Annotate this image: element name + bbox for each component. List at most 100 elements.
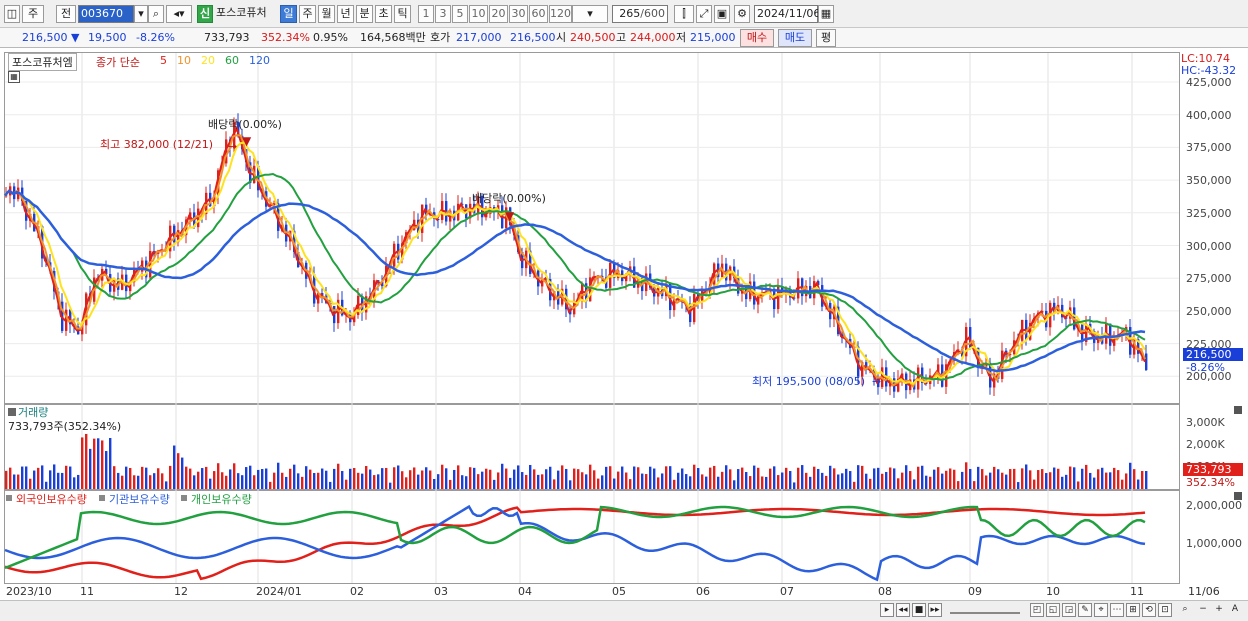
interval-dropdown[interactable]: ▾ xyxy=(572,5,608,23)
volume-bar xyxy=(605,466,608,489)
volume-bar xyxy=(913,479,916,489)
volume-bar xyxy=(305,466,308,489)
zoom-icon[interactable]: ⌕ xyxy=(1182,604,1188,614)
interval-button[interactable]: 20 xyxy=(489,5,508,23)
volume-bar xyxy=(81,437,84,489)
avg-button[interactable]: 평 xyxy=(816,29,836,47)
layout-icon[interactable]: ◰ xyxy=(1030,603,1044,617)
volume-bar xyxy=(1045,473,1048,489)
ma-legend-item[interactable]: 60 xyxy=(225,54,239,67)
buy-button[interactable]: 매수 xyxy=(740,29,774,47)
volume-bar xyxy=(461,475,464,489)
tool2-icon[interactable]: ⌖ xyxy=(1094,603,1108,617)
volume-bar xyxy=(785,467,788,489)
interval-button[interactable]: 60 xyxy=(529,5,548,23)
period-tab[interactable]: 년 xyxy=(337,5,354,23)
candle-body xyxy=(777,286,780,310)
volume-bar xyxy=(169,465,172,489)
stop-icon[interactable]: ■ xyxy=(912,603,926,617)
volume-bar xyxy=(945,470,948,489)
volume-bar xyxy=(1053,467,1056,489)
tool3-icon[interactable]: ⋯ xyxy=(1110,603,1124,617)
period-tab[interactable]: 주 xyxy=(299,5,316,23)
search-icon[interactable]: ⌕ xyxy=(148,5,164,23)
volume-bar xyxy=(521,472,524,489)
volume-bar xyxy=(285,476,288,489)
volume-bar xyxy=(541,474,544,489)
close-icon[interactable] xyxy=(1234,492,1242,500)
zoom-out-icon[interactable]: − xyxy=(1199,604,1207,614)
count-input[interactable]: 265/600 xyxy=(612,5,668,23)
gear-icon[interactable]: ⚙ xyxy=(734,5,750,23)
scroll-right-icon[interactable]: ▸ xyxy=(880,603,894,617)
volume-bar xyxy=(73,477,76,489)
volume-bar xyxy=(17,474,20,489)
period-tab[interactable]: 초 xyxy=(375,5,392,23)
volume-bar xyxy=(489,469,492,489)
panel-toggle-icon[interactable] xyxy=(8,408,16,416)
forward-icon[interactable]: ▸▸ xyxy=(928,603,942,617)
holding-legend-item[interactable]: 개인보유수량 xyxy=(191,493,252,506)
volume-bar xyxy=(1077,481,1080,489)
tool5-icon[interactable]: ⟲ xyxy=(1142,603,1156,617)
candle-icon[interactable]: ⫿ xyxy=(674,5,694,23)
ma-legend-item[interactable]: 120 xyxy=(249,54,270,67)
close-icon[interactable] xyxy=(1234,406,1242,414)
menu-icon[interactable]: ◫ xyxy=(4,5,20,23)
candle-body xyxy=(237,121,240,136)
volume-bar xyxy=(289,468,292,489)
volume-bar xyxy=(21,466,24,489)
interval-button[interactable]: 10 xyxy=(469,5,488,23)
volume-bar xyxy=(217,463,220,489)
period-tab[interactable]: 틱 xyxy=(394,5,411,23)
prefix-select[interactable]: 전 xyxy=(56,5,76,23)
candle-body xyxy=(381,281,384,287)
rewind-icon[interactable]: ◂◂ xyxy=(896,603,910,617)
type-select[interactable]: 주 xyxy=(22,5,44,23)
tool-icon[interactable]: ✎ xyxy=(1078,603,1092,617)
interval-button[interactable]: 30 xyxy=(509,5,528,23)
code-dropdown-icon[interactable]: ▾ xyxy=(134,5,148,23)
ma-legend-item[interactable]: 10 xyxy=(177,54,191,67)
sell-button[interactable]: 매도 xyxy=(778,29,812,47)
calendar-icon[interactable]: ▦ xyxy=(818,5,834,23)
zoom-slider[interactable] xyxy=(950,604,1020,614)
stock-code-input[interactable]: 003670 xyxy=(78,5,134,23)
interval-button[interactable]: 5 xyxy=(452,5,468,23)
save-icon[interactable]: ▣ xyxy=(714,5,730,23)
zoom-in-icon[interactable]: + xyxy=(1215,604,1223,614)
date-input[interactable]: 2024/11/06 xyxy=(754,5,820,23)
period-tab[interactable]: 일 xyxy=(280,5,297,23)
ma-legend-item[interactable]: 5 xyxy=(160,54,167,67)
bottom-scrollbar[interactable] xyxy=(0,600,1248,621)
interval-button[interactable]: 3 xyxy=(435,5,451,23)
period-tab[interactable]: 분 xyxy=(356,5,373,23)
volume-bar xyxy=(1113,467,1116,489)
volume-bar xyxy=(925,475,928,489)
volume-bar xyxy=(777,475,780,489)
speaker-icon[interactable]: ◂▾ xyxy=(166,5,192,23)
holding-legend-item[interactable]: 기관보유수량 xyxy=(109,493,170,506)
volume-bar xyxy=(385,467,388,489)
tool4-icon[interactable]: ⊞ xyxy=(1126,603,1140,617)
volume-bar xyxy=(133,475,136,489)
volume-bar xyxy=(65,465,68,489)
ma-legend-item[interactable]: 20 xyxy=(201,54,215,67)
layout2-icon[interactable]: ◱ xyxy=(1046,603,1060,617)
current-price-tag: 216,500 xyxy=(1183,348,1243,361)
volume-bar xyxy=(805,472,808,489)
layout3-icon[interactable]: ◲ xyxy=(1062,603,1076,617)
tool6-icon[interactable]: ⊡ xyxy=(1158,603,1172,617)
crosshair-icon[interactable]: ⤢ xyxy=(696,5,712,23)
volume-bar xyxy=(161,473,164,489)
volume-bar xyxy=(449,479,452,489)
interval-button[interactable]: 120 xyxy=(549,5,572,23)
holding-legend-item[interactable]: 외국인보유수량 xyxy=(16,493,87,506)
interval-button[interactable]: 1 xyxy=(418,5,434,23)
candle-body xyxy=(533,270,536,274)
table-icon[interactable]: ▦ xyxy=(8,71,20,83)
candle-body xyxy=(481,195,484,218)
font-icon[interactable]: A xyxy=(1231,604,1239,614)
period-tab[interactable]: 월 xyxy=(318,5,335,23)
